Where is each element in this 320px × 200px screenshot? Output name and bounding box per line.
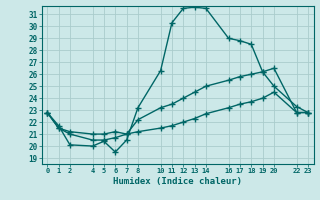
X-axis label: Humidex (Indice chaleur): Humidex (Indice chaleur) bbox=[113, 177, 242, 186]
